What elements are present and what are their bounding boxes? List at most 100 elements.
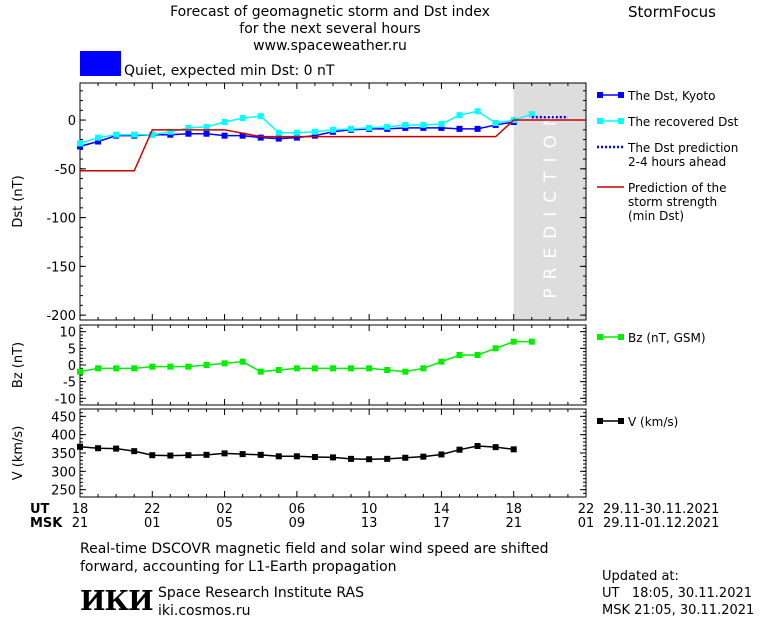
v-plot-frame <box>79 408 587 498</box>
v-series-0-point <box>384 455 391 462</box>
dst-series-0-point <box>203 130 210 137</box>
updated-label: Updated at: <box>602 569 679 584</box>
bz-series-0-point <box>167 363 174 370</box>
bz-series-0-point <box>438 358 445 365</box>
ut-tick-label: 22 <box>578 502 595 517</box>
v-series-0-point <box>330 454 336 461</box>
updated-ut: UT 18:05, 30.11.2021 <box>602 586 753 601</box>
dst-series-0-point <box>185 130 192 137</box>
dst-legend-0-marker <box>618 92 624 98</box>
ut-tick-label: 18 <box>72 502 89 517</box>
dst-legend-1-marker <box>618 118 624 124</box>
footnote-line-2: forward, accounting for L1-Earth propaga… <box>80 559 397 575</box>
v-series-0-point <box>77 443 83 450</box>
v-series-0-point <box>149 452 156 459</box>
dst-series-1-point <box>492 119 499 126</box>
bz-series-0-point <box>330 365 336 372</box>
v-y-tick-label: 250 <box>51 484 76 499</box>
institute-site[interactable]: iki.cosmos.ru <box>158 603 251 619</box>
dst-series-1-point <box>528 111 535 118</box>
dst-series-0-point <box>474 125 481 132</box>
msk-tick-label: 21 <box>505 516 522 531</box>
v-series-0-point <box>239 451 246 458</box>
dst-series-1-point <box>438 120 445 127</box>
dst-series-0-point <box>275 135 282 142</box>
dst-legend-3-label: storm strength <box>628 195 717 209</box>
dst-plot-frame <box>79 82 587 321</box>
v-series-0-point <box>275 453 282 460</box>
v-series-0-point <box>420 453 427 460</box>
ut-tick-label: 06 <box>289 502 306 517</box>
v-series-0-point <box>221 450 228 457</box>
v-series-0-point <box>167 452 174 459</box>
bz-series-0-line <box>79 340 532 373</box>
ut-date-range: 29.11-30.11.2021 <box>603 502 719 517</box>
bz-series-0-point <box>456 352 463 358</box>
bz-series-0-point <box>221 360 228 367</box>
dst-y-tick-label: -100 <box>46 212 76 227</box>
msk-tick-label: 09 <box>289 516 306 531</box>
dst-series-0-point <box>221 132 228 139</box>
dst-series-1-point <box>348 125 355 132</box>
dst-series-3-line <box>80 119 586 172</box>
brand-name: StormFocus <box>628 3 716 21</box>
dst-legend-2-label: 2-4 hours ahead <box>628 155 726 169</box>
bz-series-0-point <box>402 368 409 375</box>
dst-series-1-point <box>293 129 300 136</box>
v-series-0-point <box>293 453 300 460</box>
v-series-0-point <box>492 444 499 451</box>
bz-series-0-point <box>348 365 355 372</box>
v-legend-0-label: V (km/s) <box>628 415 678 429</box>
msk-axis-label: MSK <box>30 516 63 531</box>
v-y-tick-label: 400 <box>51 429 76 444</box>
iki-logo: ИКИ <box>80 586 154 617</box>
msk-tick-label: 21 <box>72 516 89 531</box>
dst-legend-0-label: The Dst, Kyoto <box>627 89 715 103</box>
bz-series-0-point <box>528 338 535 345</box>
dst-series-0-point <box>311 132 318 139</box>
status-color-box <box>80 51 121 76</box>
dst-series-1-point <box>203 123 210 130</box>
bz-series-0-point <box>366 365 373 372</box>
footnote: Real-time DSCOVR magnetic field and sola… <box>80 540 549 576</box>
ut-tick-label: 22 <box>144 502 161 517</box>
dst-prediction-band <box>513 83 586 320</box>
bz-plot-frame <box>79 324 587 406</box>
bz-series-0-point <box>420 365 427 372</box>
bz-series-0-point <box>492 345 499 352</box>
dst-legend-0-marker <box>597 92 603 98</box>
v-series-0-point <box>95 445 102 452</box>
v-y-tick-label: 350 <box>51 447 76 462</box>
dst-legend-1-label: The recovered Dst <box>627 115 739 129</box>
bz-legend-0-marker <box>618 334 624 340</box>
dst-series-0-point <box>95 138 102 145</box>
bz-series-0-point <box>384 367 391 373</box>
v-series-0-point <box>402 454 409 461</box>
bz-series-0-point <box>239 358 246 365</box>
dst-series-1-point <box>167 128 174 135</box>
dst-series-1-point <box>131 131 138 138</box>
ut-tick-label: 10 <box>361 502 378 517</box>
v-legend-0-marker <box>597 418 603 424</box>
dst-series-1-point <box>474 108 481 115</box>
dst-series-0-point <box>456 125 463 132</box>
v-series-0-point <box>257 451 264 458</box>
bz-series-0-point <box>77 368 83 375</box>
bz-series-0-point <box>203 362 210 368</box>
dst-series-1-point <box>257 113 264 120</box>
v-series-0-point <box>510 446 517 453</box>
dst-y-tick-label: -150 <box>46 260 76 275</box>
dst-series-0-point <box>293 134 300 141</box>
bz-y-axis-label: Bz (nT) <box>11 342 26 388</box>
v-series-0-point <box>113 445 120 452</box>
source-url: www.spaceweather.ru <box>253 38 407 54</box>
chart-title: Forecast of geomagnetic storm and Dst in… <box>170 4 490 20</box>
v-series-0-point <box>203 451 210 458</box>
dst-series-1-point <box>149 131 156 138</box>
dst-series-1-point <box>77 140 83 147</box>
v-y-tick-label: 450 <box>51 410 76 425</box>
msk-tick-label: 13 <box>361 516 378 531</box>
msk-tick-label: 01 <box>144 516 161 531</box>
bz-series-0-point <box>311 365 318 372</box>
